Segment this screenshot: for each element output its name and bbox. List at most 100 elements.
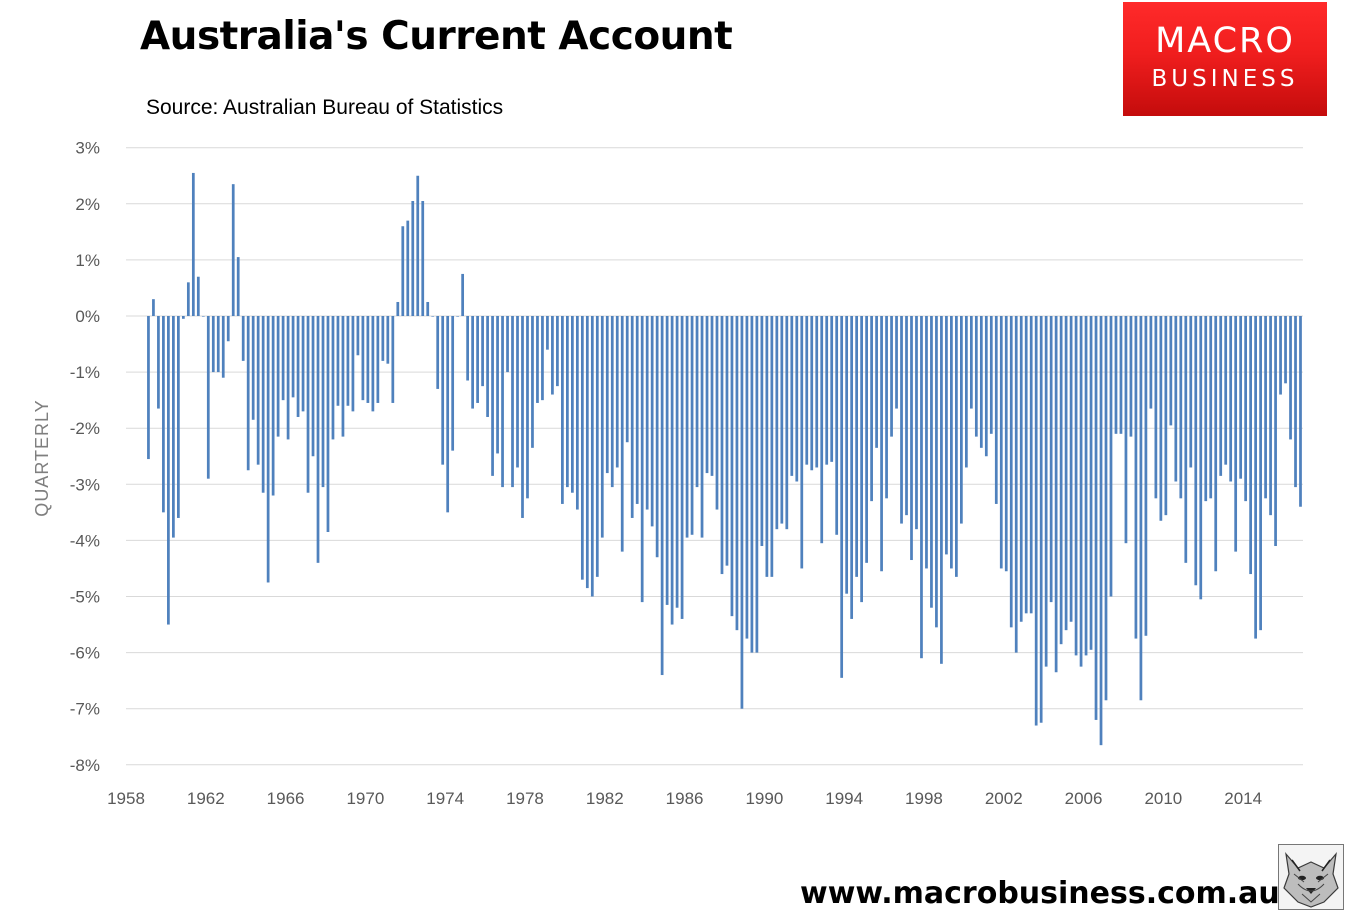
bar (984, 316, 988, 457)
bar (979, 316, 983, 448)
bar (346, 316, 350, 406)
bar (1179, 316, 1183, 499)
bar (1124, 316, 1128, 544)
bar (157, 316, 160, 409)
bar (551, 316, 554, 395)
y-tick-label: -4% (70, 531, 100, 550)
bar (1164, 316, 1168, 516)
bar (775, 316, 779, 530)
bar (366, 316, 370, 403)
bar (630, 316, 634, 518)
bar (989, 316, 993, 434)
bar (191, 172, 195, 316)
bar (446, 316, 450, 513)
bar (1084, 316, 1088, 656)
y-tick-label: 3% (75, 139, 100, 158)
bar (945, 316, 948, 555)
x-tick-label: 1986 (666, 789, 704, 808)
bar (456, 316, 460, 317)
bar (1174, 316, 1178, 482)
x-tick-label: 1998 (905, 789, 943, 808)
bar (640, 316, 644, 603)
bar (900, 316, 903, 524)
y-axis-ticks: 3% 2% 1% 0% -1% -2% -3% -4% -5% -6% -7% -8% (70, 139, 100, 775)
bar (1004, 316, 1008, 572)
bar (281, 316, 285, 401)
bar (491, 316, 494, 476)
bar (1169, 316, 1173, 426)
logo-line-1: MACRO (1155, 21, 1295, 61)
bar (177, 316, 180, 518)
logo-line-2: BUSINESS (1151, 66, 1299, 92)
y-tick-label: -2% (70, 419, 100, 438)
bar (695, 316, 699, 488)
bar (835, 316, 839, 535)
bar (162, 316, 165, 513)
bar (750, 316, 754, 653)
bar (1189, 316, 1193, 468)
bar (974, 316, 978, 437)
bar (755, 316, 759, 653)
bar (1024, 316, 1028, 614)
bar (416, 175, 420, 316)
bar (650, 316, 654, 527)
y-axis-label: QUARTERLY (32, 399, 52, 516)
bar (181, 316, 185, 319)
bar (840, 316, 844, 678)
bar (969, 316, 973, 409)
bar (730, 316, 734, 617)
bar (371, 316, 375, 412)
bar (411, 201, 415, 316)
bar (964, 316, 968, 468)
bar (246, 316, 250, 471)
bar (431, 316, 435, 317)
bar (825, 316, 829, 465)
bar (231, 184, 235, 316)
bar (286, 316, 290, 440)
bar (516, 316, 519, 468)
bar (261, 316, 265, 493)
bar (925, 316, 928, 569)
y-tick-label: 0% (75, 307, 100, 326)
website-url[interactable]: www.macrobusiness.com.au (800, 876, 1280, 911)
bar (206, 316, 210, 479)
x-tick-label: 1958 (107, 789, 145, 808)
bar (501, 316, 504, 488)
current-account-bar-chart: 3% 2% 1% 0% -1% -2% -3% -4% -5% -6% -7% -8% 1958 196… (32, 139, 1303, 808)
bar (710, 316, 714, 476)
x-tick-label: 2006 (1065, 789, 1103, 808)
bar (815, 316, 819, 468)
bar (600, 316, 604, 538)
bar (251, 316, 255, 420)
bar (1144, 316, 1148, 636)
bar (935, 316, 938, 628)
bar (152, 299, 155, 316)
bar (1074, 316, 1078, 656)
bar (466, 316, 469, 381)
bar (1269, 316, 1272, 516)
bar (341, 316, 345, 437)
x-tick-label: 1994 (825, 789, 863, 808)
bar (391, 316, 395, 403)
bar (1029, 316, 1033, 614)
bar (172, 316, 175, 538)
bar (1054, 316, 1058, 673)
bar (655, 316, 659, 558)
bar (301, 316, 305, 412)
bar (361, 316, 365, 401)
bar (1094, 316, 1098, 720)
x-tick-label: 2014 (1224, 789, 1262, 808)
bar (1219, 316, 1223, 476)
bar (1224, 316, 1228, 465)
bar (910, 316, 913, 561)
x-tick-label: 1982 (586, 789, 624, 808)
bar (1049, 316, 1053, 603)
bar (147, 316, 150, 460)
bar (785, 316, 789, 530)
bar (875, 316, 878, 448)
bar (1009, 316, 1013, 628)
bar (850, 316, 854, 619)
bar (271, 316, 275, 496)
bar (1264, 316, 1267, 499)
y-tick-label: 2% (75, 195, 100, 214)
